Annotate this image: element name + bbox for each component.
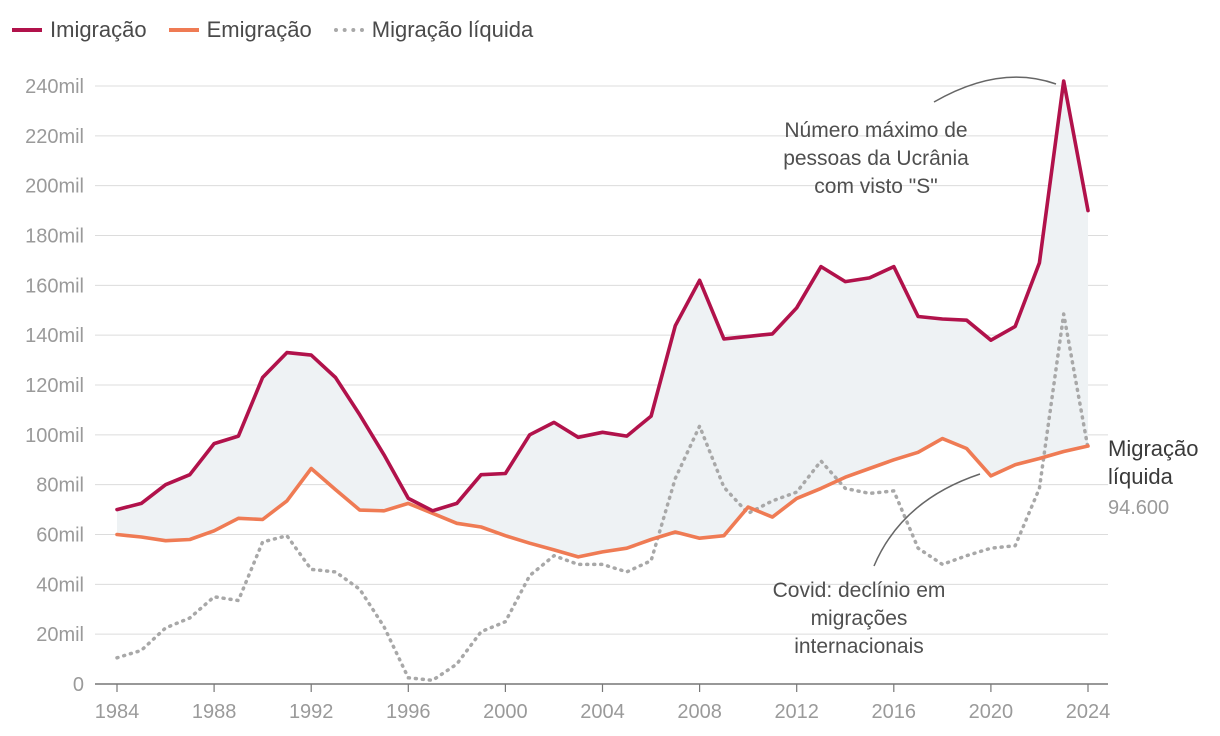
x-tick-label: 2020 bbox=[969, 701, 1014, 723]
x-tick-label: 2012 bbox=[774, 701, 819, 723]
x-tick-label: 2016 bbox=[872, 701, 917, 723]
net-migration-end-value: 94.600 bbox=[1108, 497, 1169, 519]
x-tick-label: 1992 bbox=[289, 701, 334, 723]
y-tick-label: 120mil bbox=[25, 375, 84, 397]
y-tick-label: 160mil bbox=[25, 275, 84, 297]
immigration-emigration-band bbox=[117, 81, 1088, 557]
y-tick-label: 220mil bbox=[25, 126, 84, 148]
net-migration-end-label: Migração bbox=[1108, 436, 1198, 461]
legend-item-net-migration: Migração líquida bbox=[333, 17, 534, 43]
emigration-line bbox=[115, 436, 1090, 559]
covid-annotation-text: migrações bbox=[811, 607, 908, 630]
annotations: Número máximo de pessoas da Ucrânia com vi… bbox=[773, 76, 1198, 658]
x-tick-label: 2000 bbox=[483, 701, 528, 723]
legend-label-immigration: Imigração bbox=[50, 17, 147, 42]
y-tick-label: 20mil bbox=[36, 624, 84, 646]
legend-item-immigration: Imigração bbox=[12, 17, 147, 43]
x-axis: 1984 1988 1992 1996 2000 2004 2008 2012 2016 2020… bbox=[95, 683, 1111, 723]
net-migration-line bbox=[115, 312, 1090, 683]
peak-annotation-leader bbox=[933, 76, 1057, 103]
legend-label-net-migration: Migração líquida bbox=[371, 17, 534, 42]
x-tick-label: 2004 bbox=[580, 701, 625, 723]
y-tick-label: 200mil bbox=[25, 176, 84, 198]
peak-annotation-text: Número máximo de bbox=[784, 119, 967, 142]
covid-annotation-text: Covid: declínio em bbox=[773, 579, 946, 602]
y-tick-label: 140mil bbox=[25, 325, 84, 347]
y-tick-label: 40mil bbox=[36, 574, 84, 596]
x-tick-label: 1988 bbox=[192, 701, 237, 723]
y-tick-label: 0 bbox=[73, 674, 84, 696]
y-tick-label: 60mil bbox=[36, 525, 84, 547]
series-lines bbox=[115, 79, 1090, 683]
y-tick-label: 80mil bbox=[36, 475, 84, 497]
legend-swatch-net-migration bbox=[333, 28, 364, 32]
covid-annotation-leader bbox=[873, 473, 981, 567]
x-tick-label: 1996 bbox=[386, 701, 431, 723]
y-axis-tick-labels: 0 20mil 40mil 60mil 80mil 100mil 120mil 140mil 1… bbox=[25, 76, 84, 696]
covid-annotation-text: internacionais bbox=[794, 635, 924, 658]
net-migration-end-label: líquida bbox=[1108, 464, 1174, 489]
immigration-line bbox=[115, 79, 1090, 513]
peak-annotation-text: pessoas da Ucrânia bbox=[783, 147, 969, 170]
legend-swatch-emigration bbox=[168, 28, 199, 32]
peak-annotation-text: com visto "S" bbox=[814, 175, 937, 198]
x-tick-label: 2024 bbox=[1066, 701, 1111, 723]
legend-swatch-immigration bbox=[12, 28, 42, 32]
chart-legend: Imigração Emigração Migração líquida bbox=[12, 14, 533, 46]
x-tick-label: 1984 bbox=[95, 701, 140, 723]
legend-label-emigration: Emigração bbox=[206, 17, 312, 42]
x-tick-label: 2008 bbox=[677, 701, 722, 723]
y-tick-label: 180mil bbox=[25, 226, 84, 248]
y-tick-label: 240mil bbox=[25, 76, 84, 98]
legend-item-emigration: Emigração bbox=[168, 17, 312, 43]
y-tick-label: 100mil bbox=[25, 425, 84, 447]
